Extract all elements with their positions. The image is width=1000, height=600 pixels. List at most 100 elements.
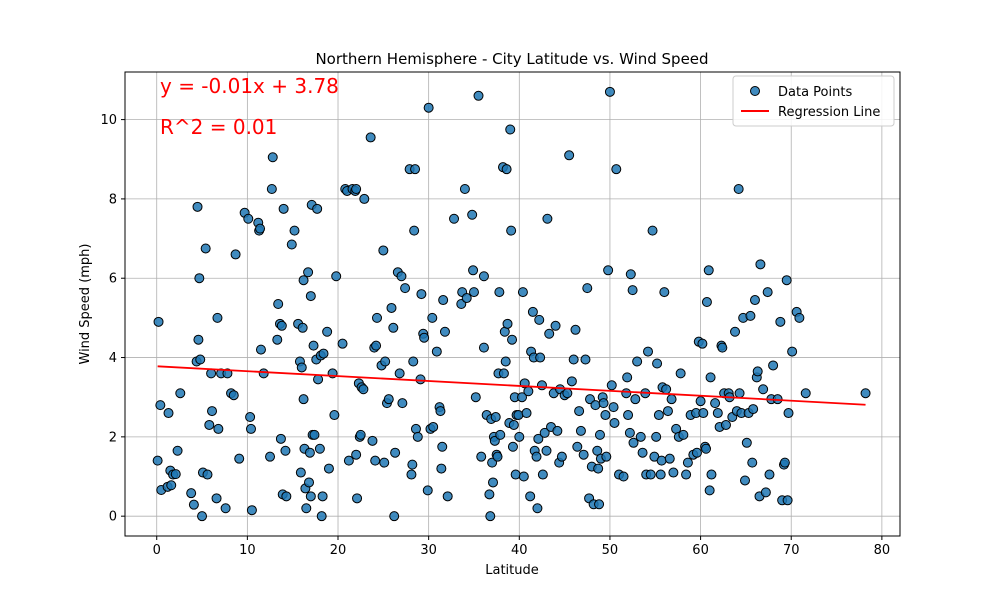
data-point: [703, 265, 714, 276]
x-tick-label: 20: [330, 543, 347, 558]
data-point: [730, 326, 741, 337]
data-point: [255, 223, 266, 234]
data-point: [494, 287, 505, 298]
data-point: [415, 374, 426, 385]
data-point: [449, 213, 460, 224]
x-tick-label: 70: [783, 543, 800, 558]
data-point: [635, 431, 646, 442]
legend-box: [732, 75, 895, 127]
data-point: [507, 441, 518, 452]
data-point: [459, 183, 470, 194]
data-point: [532, 503, 543, 514]
data-point: [574, 406, 585, 417]
data-point: [323, 463, 334, 474]
data-point: [704, 485, 715, 496]
data-point: [305, 291, 316, 302]
data-point: [537, 469, 548, 480]
data-point: [604, 86, 615, 97]
plot-frame: [124, 71, 901, 537]
data-point: [371, 340, 382, 351]
data-point: [467, 209, 478, 220]
data-point: [775, 316, 786, 327]
data-point: [298, 394, 309, 405]
data-point: [439, 326, 450, 337]
y-tick-label: 10: [100, 113, 117, 128]
data-point: [280, 445, 291, 456]
data-point: [531, 451, 542, 462]
data-point: [416, 289, 427, 300]
data-point: [603, 265, 614, 276]
data-point: [590, 400, 601, 411]
data-point: [733, 183, 744, 194]
data-point: [755, 259, 766, 270]
data-point: [305, 491, 316, 502]
data-point: [562, 388, 573, 399]
data-point: [234, 453, 245, 464]
data-point: [787, 346, 798, 357]
data-point: [782, 495, 793, 506]
data-point: [476, 451, 487, 462]
data-point: [741, 437, 752, 448]
data-point: [304, 447, 315, 458]
data-point: [534, 314, 545, 325]
data-point: [200, 243, 211, 254]
data-point: [698, 408, 709, 419]
data-point: [488, 477, 499, 488]
y-tick-label: 0: [109, 510, 117, 525]
data-point: [621, 388, 632, 399]
data-point: [286, 239, 297, 250]
data-point: [380, 356, 391, 367]
data-point: [478, 271, 489, 282]
data-point: [343, 455, 354, 466]
data-point: [517, 392, 528, 403]
data-point: [228, 390, 239, 401]
data-point: [656, 455, 667, 466]
data-point: [193, 334, 204, 345]
regression-line-layer: [157, 365, 866, 406]
data-point: [506, 225, 517, 236]
data-point: [275, 433, 286, 444]
data-point: [717, 342, 728, 353]
data-point: [390, 447, 401, 458]
data-point: [322, 326, 333, 337]
data-point: [783, 408, 794, 419]
data-point: [365, 132, 376, 143]
data-point: [212, 312, 223, 323]
data-point: [568, 354, 579, 365]
data-point: [272, 334, 283, 345]
data-point: [245, 423, 256, 434]
data-point: [278, 203, 289, 214]
data-point: [695, 396, 706, 407]
data-point: [431, 346, 442, 357]
data-point: [661, 384, 672, 395]
data-point: [781, 275, 792, 286]
data-point: [618, 471, 629, 482]
data-point: [606, 380, 617, 391]
chart-title: Northern Hemisphere - City Latitude vs. …: [315, 50, 708, 68]
data-point: [202, 469, 213, 480]
data-point: [303, 267, 314, 278]
data-point: [485, 511, 496, 522]
data-point: [175, 388, 186, 399]
data-point: [720, 419, 731, 430]
data-point: [542, 213, 553, 224]
data-point: [316, 511, 327, 522]
data-point: [312, 203, 323, 214]
data-point: [678, 429, 689, 440]
data-point: [371, 312, 382, 323]
data-point: [211, 493, 222, 504]
data-point: [500, 356, 511, 367]
data-point: [370, 455, 381, 466]
data-point: [273, 299, 284, 309]
data-point: [367, 435, 378, 446]
data-point: [308, 340, 319, 351]
x-tick-label: 30: [420, 543, 437, 558]
axis-ticks: 0 10 20 30 40 50 60 70 80 0 2 4 6 8 10: [100, 113, 890, 558]
data-point: [379, 457, 390, 468]
data-point: [388, 322, 399, 333]
data-point: [410, 164, 421, 175]
data-point: [566, 376, 577, 387]
data-point: [478, 342, 489, 353]
data-point: [768, 360, 779, 371]
data-point: [681, 469, 692, 480]
